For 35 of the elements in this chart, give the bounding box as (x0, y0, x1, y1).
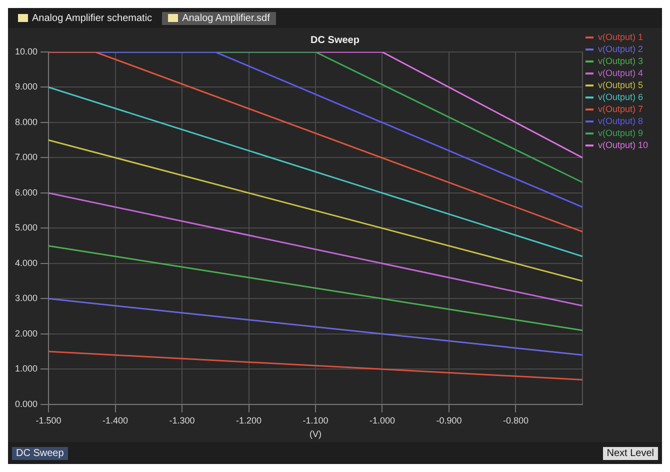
legend-label: v(Output) 10 (598, 140, 648, 150)
y-tick-label: 3.000 (14, 293, 38, 304)
text: Analog Amplifier.sdf (162, 12, 276, 24)
legend-label: v(Output) 1 (598, 32, 644, 42)
chart-title: DC Sweep (310, 34, 360, 46)
legend-label: v(Output) 3 (598, 56, 644, 66)
legend-label: v(Output) 7 (598, 104, 644, 114)
y-tick-label: 9.000 (14, 82, 38, 92)
text: Analog Amplifier schematic (31, 12, 154, 24)
x-axis-title: (V) (310, 429, 322, 440)
x-tick-label: -1.400 (102, 415, 128, 426)
y-tick-label: 7.000 (14, 152, 38, 162)
y-tick-label: 8.000 (14, 116, 38, 127)
legend-label: v(Output) 8 (598, 116, 644, 126)
x-tick-label: -1.100 (302, 415, 328, 426)
y-tick-label: 6.000 (14, 187, 38, 198)
text: DC Sweep (12, 446, 68, 460)
y-tick-label: 1.000 (14, 364, 38, 374)
legend-label: v(Output) 6 (598, 92, 644, 102)
x-tick-label: -1.000 (369, 415, 396, 426)
y-tick-label: 2.000 (14, 328, 38, 338)
x-tick-label: -0.900 (436, 415, 462, 426)
x-tick-label: -0.800 (502, 415, 528, 426)
x-tick-label: -1.300 (169, 415, 195, 426)
y-tick-label: 5.000 (14, 222, 38, 233)
legend-label: v(Output) 5 (598, 80, 644, 90)
x-tick-label: -1.200 (236, 415, 262, 426)
y-tick-label: 0.000 (14, 398, 38, 409)
x-tick-label: -1.500 (36, 415, 62, 426)
legend-label: v(Output) 9 (598, 128, 644, 138)
y-tick-label: 4.000 (14, 258, 38, 268)
y-tick-label: 10.00 (14, 46, 38, 56)
text: Next Level (602, 446, 658, 460)
legend-label: v(Output) 2 (598, 44, 644, 54)
legend-label: v(Output) 4 (598, 68, 644, 78)
